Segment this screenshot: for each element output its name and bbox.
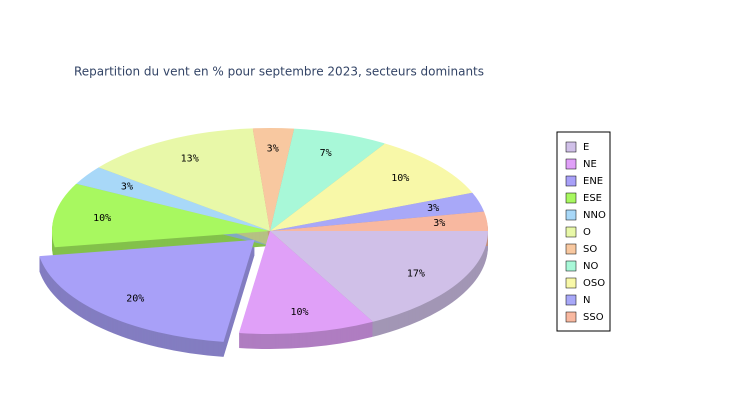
legend-label: ENE bbox=[583, 176, 603, 187]
slice bbox=[270, 192, 485, 231]
slice bbox=[270, 211, 488, 231]
legend-swatch bbox=[565, 175, 577, 187]
slice bbox=[270, 231, 488, 322]
slice bbox=[238, 231, 373, 334]
slice bbox=[270, 128, 385, 231]
slice bbox=[98, 128, 270, 231]
legend-label: E bbox=[583, 142, 589, 153]
data-label: 10% bbox=[93, 213, 111, 224]
data-label: 17% bbox=[407, 268, 425, 279]
legend-label: ESE bbox=[583, 193, 602, 204]
legend-swatch bbox=[565, 192, 577, 204]
slice bbox=[39, 239, 255, 342]
data-label: 20% bbox=[126, 294, 144, 305]
legend-swatch bbox=[565, 277, 577, 289]
legend-swatch bbox=[565, 209, 577, 221]
legend-label: NE bbox=[583, 159, 597, 170]
data-label: 3% bbox=[433, 218, 445, 229]
legend-label: SSO bbox=[583, 312, 604, 323]
slice bbox=[252, 128, 295, 231]
data-label: 10% bbox=[391, 173, 409, 184]
data-label: 3% bbox=[121, 181, 133, 192]
data-label: 7% bbox=[320, 148, 332, 159]
data-label: 3% bbox=[267, 144, 279, 155]
slice bbox=[52, 183, 270, 248]
legend-swatch bbox=[565, 226, 577, 238]
legend-swatch bbox=[565, 158, 577, 170]
legend-swatch bbox=[565, 260, 577, 272]
legend-swatch bbox=[565, 141, 577, 153]
legend-label: N bbox=[583, 295, 590, 306]
legend-label: O bbox=[583, 227, 591, 238]
data-label: 13% bbox=[181, 153, 199, 164]
legend-label: NNO bbox=[583, 210, 606, 221]
legend-swatch bbox=[565, 243, 577, 255]
legend-label: NO bbox=[583, 261, 598, 272]
chart-title: Repartition du vent en % pour septembre … bbox=[74, 65, 484, 79]
data-label: 10% bbox=[290, 307, 308, 318]
legend-swatch bbox=[565, 294, 577, 306]
legend-label: SO bbox=[583, 244, 597, 255]
data-label: 3% bbox=[427, 203, 439, 214]
slice bbox=[270, 143, 473, 231]
legend-swatch bbox=[565, 311, 577, 323]
slice bbox=[76, 167, 270, 231]
legend-label: OSO bbox=[583, 278, 605, 289]
